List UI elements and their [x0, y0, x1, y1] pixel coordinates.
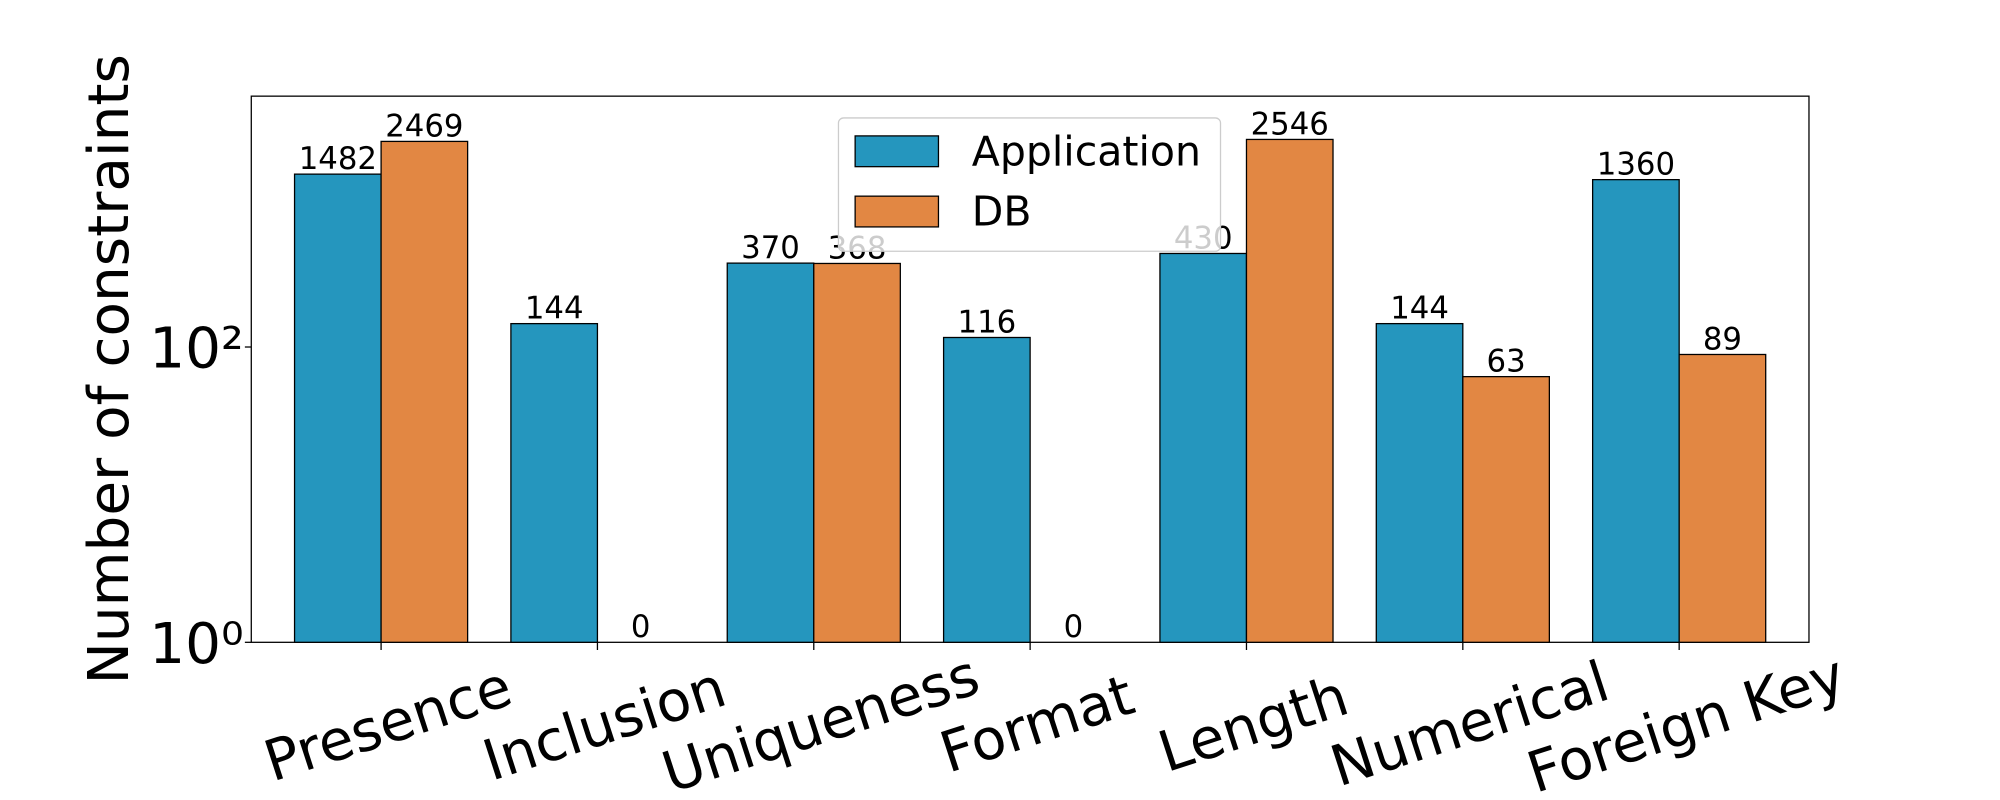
value-label: 370: [741, 230, 800, 266]
bar: [1678, 353, 1767, 643]
legend-swatch: [854, 135, 940, 168]
bar: [726, 262, 815, 643]
bar: [510, 322, 599, 643]
x-tick-label: Presence: [257, 654, 520, 795]
value-label: 1360: [1597, 147, 1675, 183]
legend-label: Application: [972, 127, 1201, 175]
legend: Application DB: [837, 117, 1222, 252]
value-label: 144: [525, 290, 584, 326]
value-label: 89: [1703, 321, 1742, 357]
bar: [1245, 138, 1334, 643]
value-label: 0: [631, 609, 651, 645]
legend-swatch: [854, 195, 940, 228]
bar: [942, 336, 1031, 643]
y-tick-label: 10⁰: [149, 612, 243, 677]
value-label: 116: [958, 304, 1017, 340]
bar: [813, 262, 901, 643]
value-label: 144: [1390, 290, 1449, 326]
x-tick-label: Length: [1151, 664, 1356, 786]
y-tick-label: 10²: [149, 317, 243, 382]
bar: [1591, 178, 1680, 643]
value-label: 2546: [1251, 106, 1329, 142]
bar: [1375, 322, 1464, 643]
bar: [293, 173, 382, 643]
value-label: 0: [1064, 609, 1084, 645]
value-label: 63: [1487, 344, 1526, 380]
y-axis-label: Number of constraints: [77, 54, 142, 684]
legend-label: DB: [972, 188, 1032, 236]
bar: [380, 140, 469, 643]
bar: [1159, 252, 1248, 643]
value-label: 1482: [299, 141, 377, 177]
value-label: 2469: [385, 108, 463, 144]
bar: [1462, 375, 1550, 643]
